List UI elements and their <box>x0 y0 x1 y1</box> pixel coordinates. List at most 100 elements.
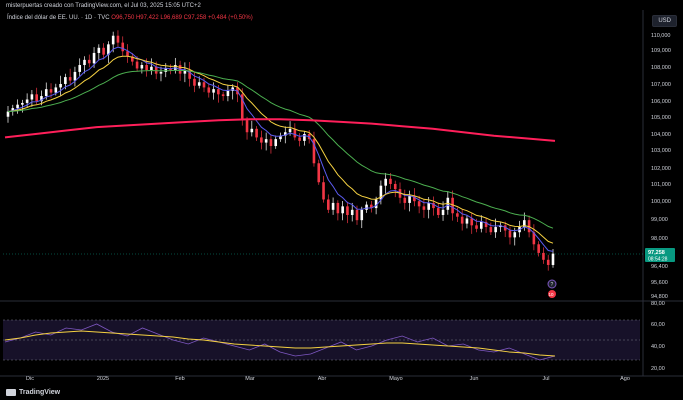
candle-body <box>503 225 507 231</box>
candle-body <box>346 206 349 215</box>
candle-body <box>92 52 96 64</box>
ema-mid-line <box>7 55 554 244</box>
candle-body <box>494 227 497 233</box>
candle-body <box>221 94 225 97</box>
time-axis-label: Mar <box>245 376 255 382</box>
candle-body <box>269 139 273 147</box>
price-axis-label: 96,400 <box>651 264 668 270</box>
candle-body <box>360 209 364 221</box>
symbol-name: Índice del dólar de EE. UU. · 1D · TVC <box>7 15 110 21</box>
candle-body <box>212 89 215 93</box>
candle-body <box>417 201 421 207</box>
rsi-axis-label: 40,00 <box>651 344 665 350</box>
candle-body <box>40 96 43 102</box>
candle-body <box>54 87 58 93</box>
candle-body <box>164 68 168 72</box>
candle-body <box>83 59 86 66</box>
symbol-title: Índice del dólar de EE. UU. · 1D · TVC O… <box>7 15 253 21</box>
candle-body <box>217 89 220 95</box>
rsi-ma-line <box>4 330 556 357</box>
candle-body <box>479 221 483 229</box>
candle-body <box>130 56 134 62</box>
price-axis-label: 98,000 <box>651 236 668 242</box>
candle-body <box>475 225 478 229</box>
candle-body <box>102 47 105 55</box>
candle-body <box>121 42 125 52</box>
price-axis-label: 108,000 <box>651 65 671 71</box>
price-axis-label: 94,800 <box>651 294 668 300</box>
candle-body <box>523 220 526 228</box>
candle-body <box>6 111 10 117</box>
time-axis-label: Dic <box>26 376 34 382</box>
candle-body <box>78 65 82 72</box>
ema-short-line <box>7 46 554 252</box>
tradingview-logo-icon <box>6 389 16 396</box>
candle-body <box>59 83 62 88</box>
candle-body <box>537 244 540 253</box>
candle-body <box>283 132 287 136</box>
price-axis-label: 107,000 <box>651 82 671 88</box>
candle-body <box>350 209 354 215</box>
candle-body <box>489 227 493 233</box>
price-axis-label: 110,000 <box>651 33 670 39</box>
price-axis-label: 106,000 <box>651 99 671 105</box>
candle-body <box>135 61 139 69</box>
candle-body <box>154 66 158 74</box>
candle-body <box>226 90 230 97</box>
candle-body <box>465 218 469 224</box>
candle-body <box>508 230 512 238</box>
candle-body <box>355 209 359 221</box>
candle-body <box>422 206 426 210</box>
candle-body <box>49 89 53 93</box>
candle-body <box>456 213 459 217</box>
candle-body <box>250 128 254 133</box>
candle-body <box>245 120 249 133</box>
candle-body <box>11 108 15 112</box>
price-axis-label: 102,000 <box>651 166 671 172</box>
candle-body <box>21 102 24 105</box>
candle-body <box>441 209 445 215</box>
time-axis-label: Mayo <box>389 376 402 382</box>
candle-body <box>327 199 330 210</box>
ema-200-line <box>4 118 556 142</box>
candle-body <box>546 259 550 265</box>
candle-body <box>207 87 211 93</box>
price-axis-label: 101,000 <box>651 182 671 188</box>
candle-body <box>432 202 435 209</box>
price-axis-label: 95,600 <box>651 280 668 286</box>
candle-body <box>107 44 110 55</box>
candle-body <box>126 51 129 57</box>
earnings-marker-icon <box>548 290 556 298</box>
candle-body <box>542 252 545 260</box>
chart-attribution: misterpuertas creado con TradingView.com… <box>6 3 201 9</box>
ema-long-line <box>7 69 554 229</box>
currency-button[interactable]: USD <box>652 15 677 27</box>
candle-body <box>35 94 38 102</box>
candle-body <box>393 183 397 190</box>
rsi-axis-label: 20,00 <box>651 366 665 372</box>
candle-body <box>389 178 392 184</box>
candle-body <box>240 94 244 121</box>
candle-body <box>317 163 321 183</box>
candle-body <box>379 185 383 200</box>
candle-body <box>264 139 268 143</box>
candle-body <box>68 77 72 81</box>
candle-body <box>436 208 440 215</box>
candle-body <box>408 196 411 203</box>
candle-body <box>341 206 344 214</box>
price-axis-label: 104,000 <box>651 132 671 138</box>
candle-body <box>159 71 163 74</box>
candle-body <box>312 139 316 164</box>
candle-body <box>87 59 91 64</box>
tradingview-logo-text: TradingView <box>19 389 61 396</box>
candle-body <box>298 137 301 141</box>
candle-body <box>64 77 67 84</box>
earnings-marker-label: 10 <box>549 292 555 297</box>
candle-body <box>551 253 555 265</box>
candle-body <box>293 128 297 138</box>
price-axis-label: 99,000 <box>651 217 668 223</box>
time-axis-label: Abr <box>318 376 327 382</box>
event-marker-label: ? <box>551 282 554 288</box>
candle-body <box>169 68 172 71</box>
